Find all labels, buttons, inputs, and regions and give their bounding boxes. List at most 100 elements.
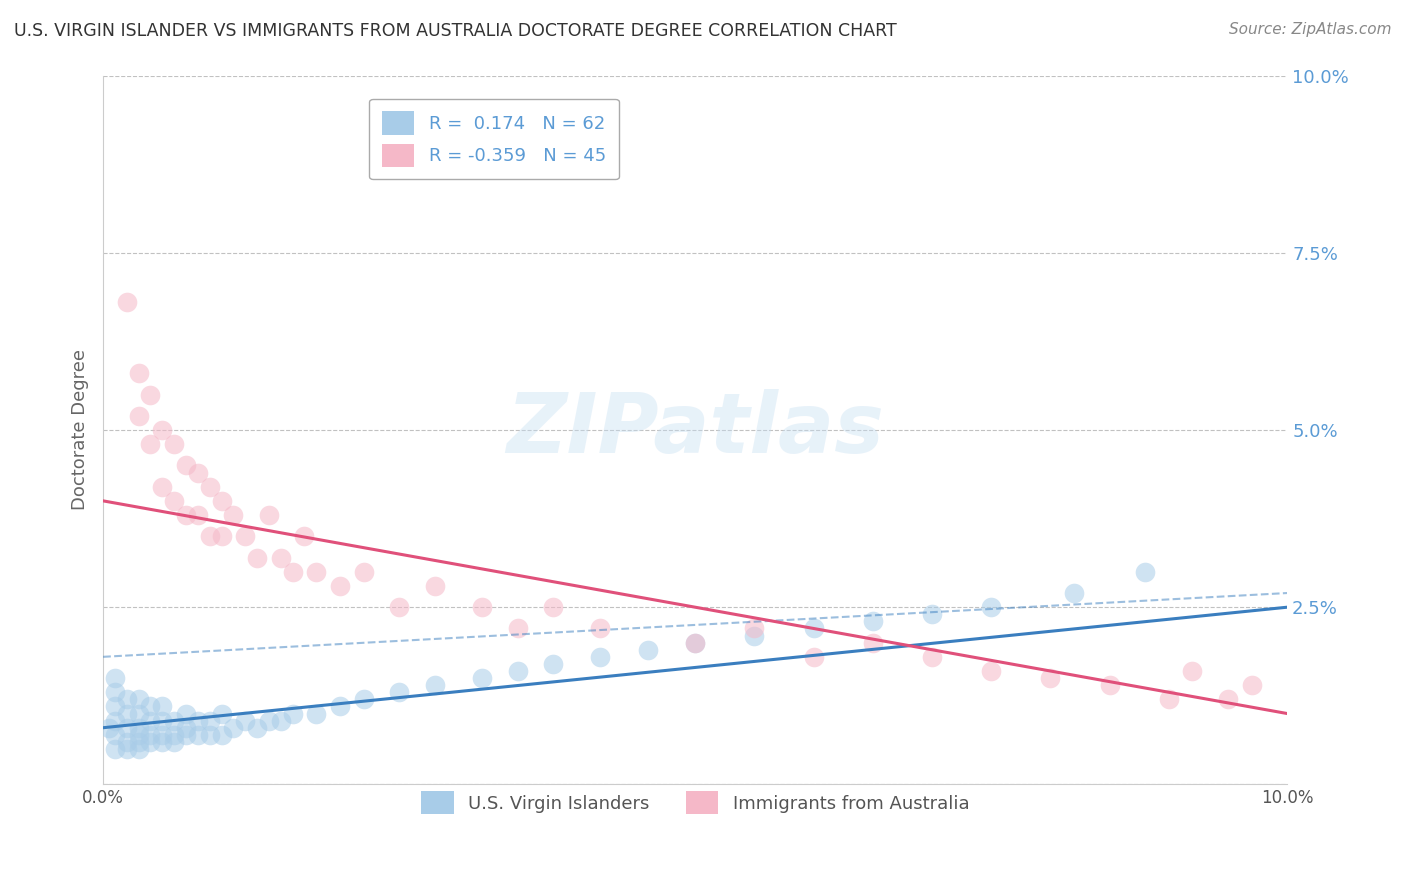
Point	[506, 664, 529, 678]
Point	[150, 714, 173, 728]
Point	[281, 565, 304, 579]
Point	[257, 508, 280, 522]
Point	[104, 685, 127, 699]
Point	[1098, 678, 1121, 692]
Point	[104, 728, 127, 742]
Point	[163, 437, 186, 451]
Point	[471, 600, 494, 615]
Point	[128, 742, 150, 756]
Point	[329, 699, 352, 714]
Point	[388, 685, 411, 699]
Point	[150, 480, 173, 494]
Point	[862, 635, 884, 649]
Point	[506, 622, 529, 636]
Point	[281, 706, 304, 721]
Point	[115, 706, 138, 721]
Point	[150, 728, 173, 742]
Point	[329, 579, 352, 593]
Point	[128, 728, 150, 742]
Y-axis label: Doctorate Degree: Doctorate Degree	[72, 350, 89, 510]
Point	[1240, 678, 1263, 692]
Point	[211, 529, 233, 543]
Text: ZIPatlas: ZIPatlas	[506, 390, 884, 470]
Point	[139, 714, 162, 728]
Point	[353, 692, 375, 706]
Point	[353, 565, 375, 579]
Point	[174, 458, 197, 473]
Point	[104, 699, 127, 714]
Point	[163, 494, 186, 508]
Point	[174, 721, 197, 735]
Point	[270, 550, 292, 565]
Point	[589, 649, 612, 664]
Point	[211, 494, 233, 508]
Point	[128, 692, 150, 706]
Point	[163, 714, 186, 728]
Point	[174, 508, 197, 522]
Point	[683, 635, 706, 649]
Point	[1157, 692, 1180, 706]
Point	[98, 721, 121, 735]
Point	[211, 728, 233, 742]
Point	[1039, 671, 1062, 685]
Point	[174, 706, 197, 721]
Point	[139, 699, 162, 714]
Point	[980, 600, 1002, 615]
Point	[423, 579, 446, 593]
Point	[803, 622, 825, 636]
Point	[270, 714, 292, 728]
Point	[862, 615, 884, 629]
Point	[744, 629, 766, 643]
Point	[246, 550, 269, 565]
Point	[294, 529, 316, 543]
Point	[222, 721, 245, 735]
Point	[187, 714, 209, 728]
Point	[187, 728, 209, 742]
Text: U.S. VIRGIN ISLANDER VS IMMIGRANTS FROM AUSTRALIA DOCTORATE DEGREE CORRELATION C: U.S. VIRGIN ISLANDER VS IMMIGRANTS FROM …	[14, 22, 897, 40]
Point	[471, 671, 494, 685]
Point	[589, 622, 612, 636]
Point	[104, 742, 127, 756]
Point	[423, 678, 446, 692]
Point	[683, 635, 706, 649]
Point	[115, 735, 138, 749]
Point	[1181, 664, 1204, 678]
Point	[921, 607, 943, 622]
Point	[198, 529, 221, 543]
Point	[163, 735, 186, 749]
Point	[139, 728, 162, 742]
Legend: U.S. Virgin Islanders, Immigrants from Australia: U.S. Virgin Islanders, Immigrants from A…	[411, 780, 980, 825]
Point	[233, 714, 256, 728]
Point	[211, 706, 233, 721]
Point	[150, 699, 173, 714]
Point	[198, 714, 221, 728]
Point	[139, 735, 162, 749]
Point	[198, 728, 221, 742]
Point	[187, 466, 209, 480]
Point	[115, 295, 138, 310]
Point	[150, 735, 173, 749]
Point	[187, 508, 209, 522]
Point	[1216, 692, 1239, 706]
Point	[1063, 586, 1085, 600]
Point	[115, 721, 138, 735]
Point	[305, 565, 328, 579]
Point	[115, 692, 138, 706]
Point	[1133, 565, 1156, 579]
Point	[222, 508, 245, 522]
Point	[980, 664, 1002, 678]
Point	[744, 622, 766, 636]
Point	[541, 657, 564, 671]
Point	[233, 529, 256, 543]
Point	[139, 437, 162, 451]
Point	[104, 714, 127, 728]
Point	[246, 721, 269, 735]
Point	[921, 649, 943, 664]
Point	[139, 387, 162, 401]
Point	[128, 735, 150, 749]
Point	[163, 728, 186, 742]
Point	[104, 671, 127, 685]
Point	[128, 706, 150, 721]
Point	[198, 480, 221, 494]
Point	[305, 706, 328, 721]
